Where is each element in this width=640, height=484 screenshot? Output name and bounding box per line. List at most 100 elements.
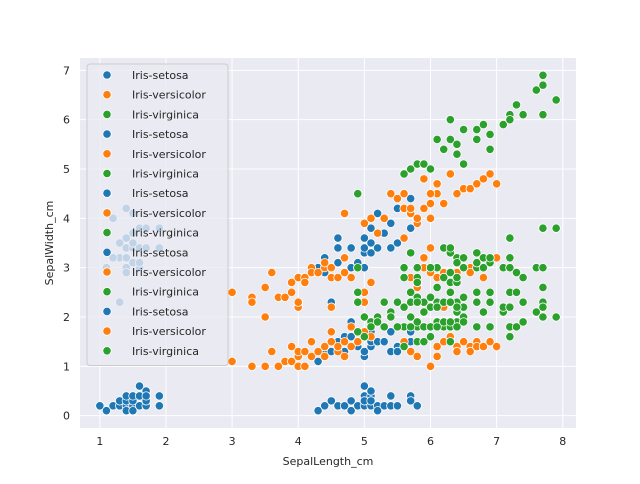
point-iris-virginica (419, 337, 429, 347)
point-iris-virginica (485, 287, 495, 297)
point-iris-virginica (445, 134, 455, 144)
legend-marker (102, 70, 112, 80)
point-iris-versicolor (465, 184, 475, 194)
legend-item: Iris-versicolor (102, 148, 206, 161)
point-iris-virginica (406, 164, 416, 174)
point-iris-virginica (505, 233, 515, 243)
point-iris-virginica (518, 110, 528, 120)
point-iris-virginica (531, 307, 541, 317)
point-iris-versicolor (452, 346, 462, 357)
point-iris-virginica (538, 263, 548, 273)
point-iris-virginica (505, 302, 515, 312)
legend-item: Iris-virginica (102, 168, 199, 181)
point-iris-virginica (419, 159, 429, 169)
point-iris-versicolor (465, 267, 475, 278)
point-iris-setosa (392, 346, 403, 357)
legend-item: Iris-setosa (102, 246, 189, 259)
point-iris-versicolor (478, 272, 489, 283)
point-iris-virginica (518, 272, 528, 283)
point-iris-virginica (425, 164, 436, 174)
point-iris-virginica (538, 70, 548, 80)
legend-marker (102, 90, 112, 100)
point-iris-versicolor (372, 228, 383, 238)
point-iris-setosa (101, 406, 112, 416)
legend-item: Iris-setosa (102, 187, 189, 200)
point-iris-setosa (359, 233, 369, 243)
legend-label: Iris-setosa (132, 128, 189, 141)
point-iris-versicolor (346, 341, 356, 352)
point-iris-setosa (379, 337, 389, 347)
point-iris-virginica (485, 322, 495, 332)
point-iris-virginica (472, 134, 482, 144)
point-iris-setosa (372, 406, 383, 416)
point-iris-versicolor (406, 346, 416, 357)
point-iris-virginica (353, 263, 363, 273)
point-iris-virginica (372, 317, 383, 327)
point-iris-versicolor (333, 272, 343, 283)
point-iris-versicolor (478, 174, 489, 184)
point-iris-virginica (458, 292, 469, 302)
x-axis-label: SepalLength_cm (283, 455, 374, 468)
point-iris-versicolor (465, 346, 475, 357)
point-iris-virginica (478, 307, 489, 317)
legend-marker (102, 306, 112, 316)
point-iris-versicolor (313, 346, 323, 357)
legend-marker (102, 247, 112, 257)
legend-marker (102, 129, 112, 139)
point-iris-virginica (518, 317, 528, 327)
point-iris-versicolor (339, 267, 350, 278)
legend: Iris-setosa Iris-versicolor Iris-virginica… (86, 63, 229, 366)
point-iris-setosa (95, 401, 105, 411)
y-tick-label: 2 (63, 311, 70, 324)
point-iris-versicolor (227, 287, 237, 297)
point-iris-virginica (511, 287, 522, 297)
point-iris-setosa (372, 208, 383, 218)
legend-marker (102, 149, 112, 159)
legend-marker (102, 228, 112, 238)
point-iris-versicolor (472, 179, 482, 189)
point-iris-setosa (386, 243, 396, 253)
legend-label: Iris-versicolor (132, 89, 206, 102)
point-iris-versicolor (458, 337, 469, 347)
x-tick-label: 2 (162, 435, 169, 448)
point-iris-virginica (432, 302, 442, 312)
point-iris-virginica (353, 327, 363, 337)
point-iris-versicolor (366, 277, 376, 288)
x-tick-label: 8 (559, 435, 566, 448)
point-iris-versicolor (247, 297, 257, 307)
point-iris-virginica (458, 124, 469, 135)
point-iris-setosa (326, 396, 336, 406)
point-iris-virginica (399, 169, 409, 179)
point-iris-setosa (333, 258, 343, 268)
point-iris-versicolor (320, 351, 330, 362)
point-iris-versicolor (339, 208, 350, 218)
point-iris-versicolor (412, 351, 422, 362)
point-iris-setosa (346, 243, 356, 253)
point-iris-virginica (538, 110, 548, 120)
y-tick-label: 0 (63, 410, 70, 423)
point-iris-virginica (538, 302, 548, 312)
point-iris-virginica (386, 312, 396, 322)
legend-marker (102, 267, 112, 277)
point-iris-setosa (128, 406, 138, 416)
point-iris-setosa (154, 391, 164, 401)
point-iris-virginica (538, 80, 548, 90)
legend-item: Iris-versicolor (102, 266, 206, 279)
legend-item: Iris-virginica (102, 108, 199, 121)
point-iris-versicolor (419, 174, 429, 184)
point-iris-virginica (359, 312, 369, 322)
x-tick-label: 4 (295, 435, 302, 448)
point-iris-virginica (538, 282, 548, 292)
point-iris-versicolor (425, 243, 436, 253)
point-iris-versicolor (366, 213, 376, 223)
point-iris-versicolor (326, 302, 336, 312)
point-iris-versicolor (425, 361, 436, 371)
x-tick-label: 7 (493, 435, 500, 448)
x-tick-label: 1 (96, 435, 103, 448)
point-iris-virginica (458, 263, 469, 273)
y-axis-label: SepalWidth_cm (43, 201, 56, 286)
point-iris-virginica (518, 297, 528, 307)
point-iris-versicolor (287, 277, 297, 288)
point-iris-virginica (425, 263, 436, 273)
y-tick-label: 5 (63, 163, 70, 176)
